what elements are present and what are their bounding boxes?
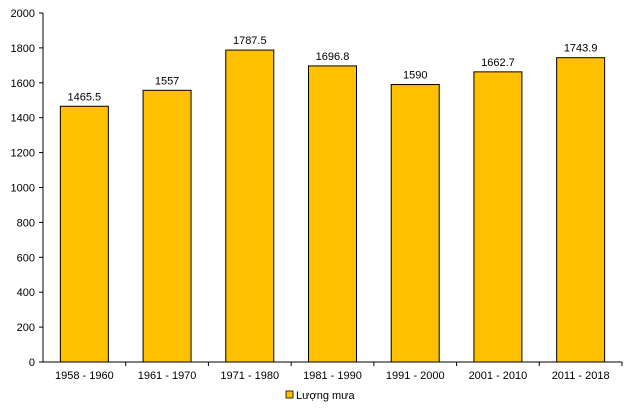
y-tick-label: 400 [17,287,35,299]
bar [473,71,523,363]
bar-value-label: 1662.7 [481,57,515,69]
bars-group [59,49,606,363]
x-tick-label: 1991 - 2000 [386,370,445,382]
y-tick-label: 1200 [11,148,35,160]
x-tick-label: 2011 - 2018 [552,370,610,382]
bar [225,49,275,363]
y-tick-label: 0 [29,357,35,369]
x-tick-label: 1981 - 1990 [303,370,362,382]
y-tick-label: 600 [17,252,35,264]
y-axis-ticks: 0 200 400 600 800 1000 1200 1400 1600 1800 2000 [11,8,43,369]
bar-value-label: 1696.8 [316,51,350,63]
legend-label: Lượng mưa [296,390,356,402]
bar [556,57,606,363]
bar [142,89,192,363]
bar [308,65,357,363]
data-labels-group: 1465.5 1557 1787.5 1696.8 1590 1662.7 1743.9 [68,35,598,103]
legend-swatch [285,390,294,399]
x-axis-ticks: 1958 - 1960 1961 - 1970 1971 - 1980 1981 - … [55,362,623,382]
bar-value-label: 1557 [155,75,179,87]
y-tick-label: 800 [17,217,35,229]
bar [390,84,440,363]
bar [59,105,109,363]
x-tick-label: 1971 - 1980 [220,370,279,382]
y-tick-label: 1000 [11,183,35,195]
x-tick-label: 1961 - 1970 [138,370,197,382]
y-tick-label: 1600 [11,78,35,90]
bar-value-label: 1743.9 [564,43,598,55]
y-tick-label: 1400 [11,113,35,125]
y-tick-label: 2000 [11,8,35,20]
x-tick-label: 2001 - 2010 [469,370,528,382]
legend: Lượng mưa [285,390,356,402]
y-tick-label: 200 [17,322,35,334]
bar-value-label: 1465.5 [68,91,102,103]
y-tick-label: 1800 [11,43,35,55]
x-tick-label: 1958 - 1960 [55,370,114,382]
bar-value-label: 1787.5 [233,35,267,47]
bar-value-label: 1590 [403,70,427,82]
